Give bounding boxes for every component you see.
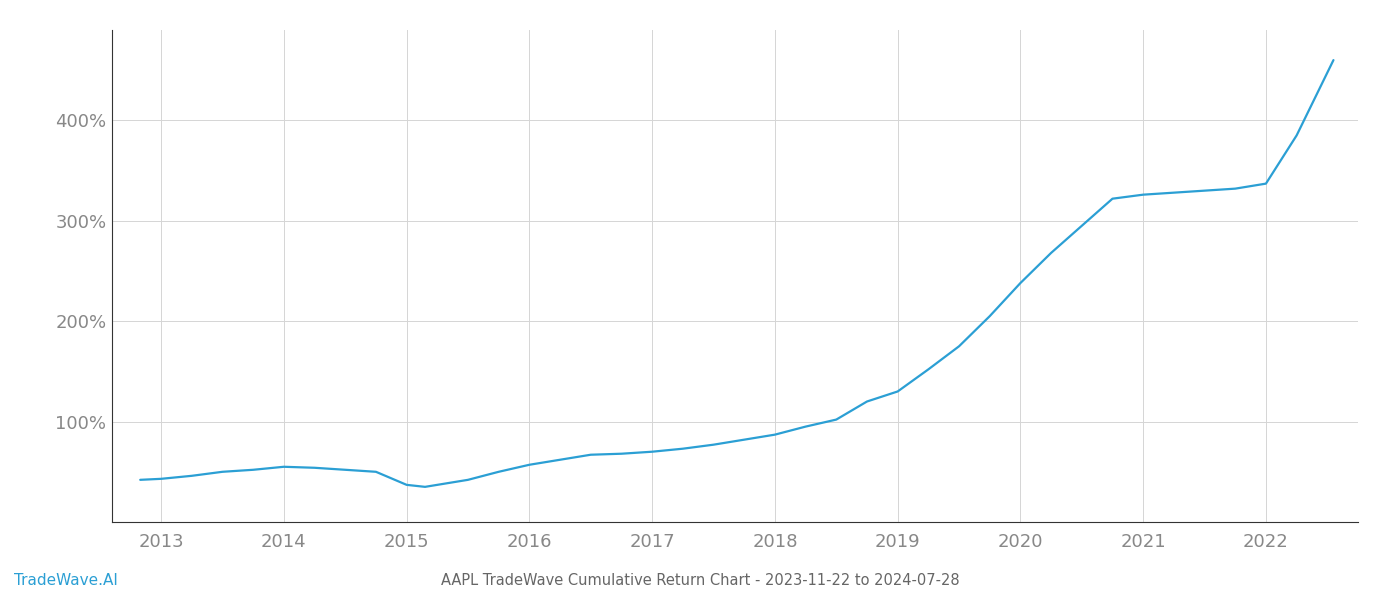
Text: TradeWave.AI: TradeWave.AI (14, 573, 118, 588)
Text: AAPL TradeWave Cumulative Return Chart - 2023-11-22 to 2024-07-28: AAPL TradeWave Cumulative Return Chart -… (441, 573, 959, 588)
